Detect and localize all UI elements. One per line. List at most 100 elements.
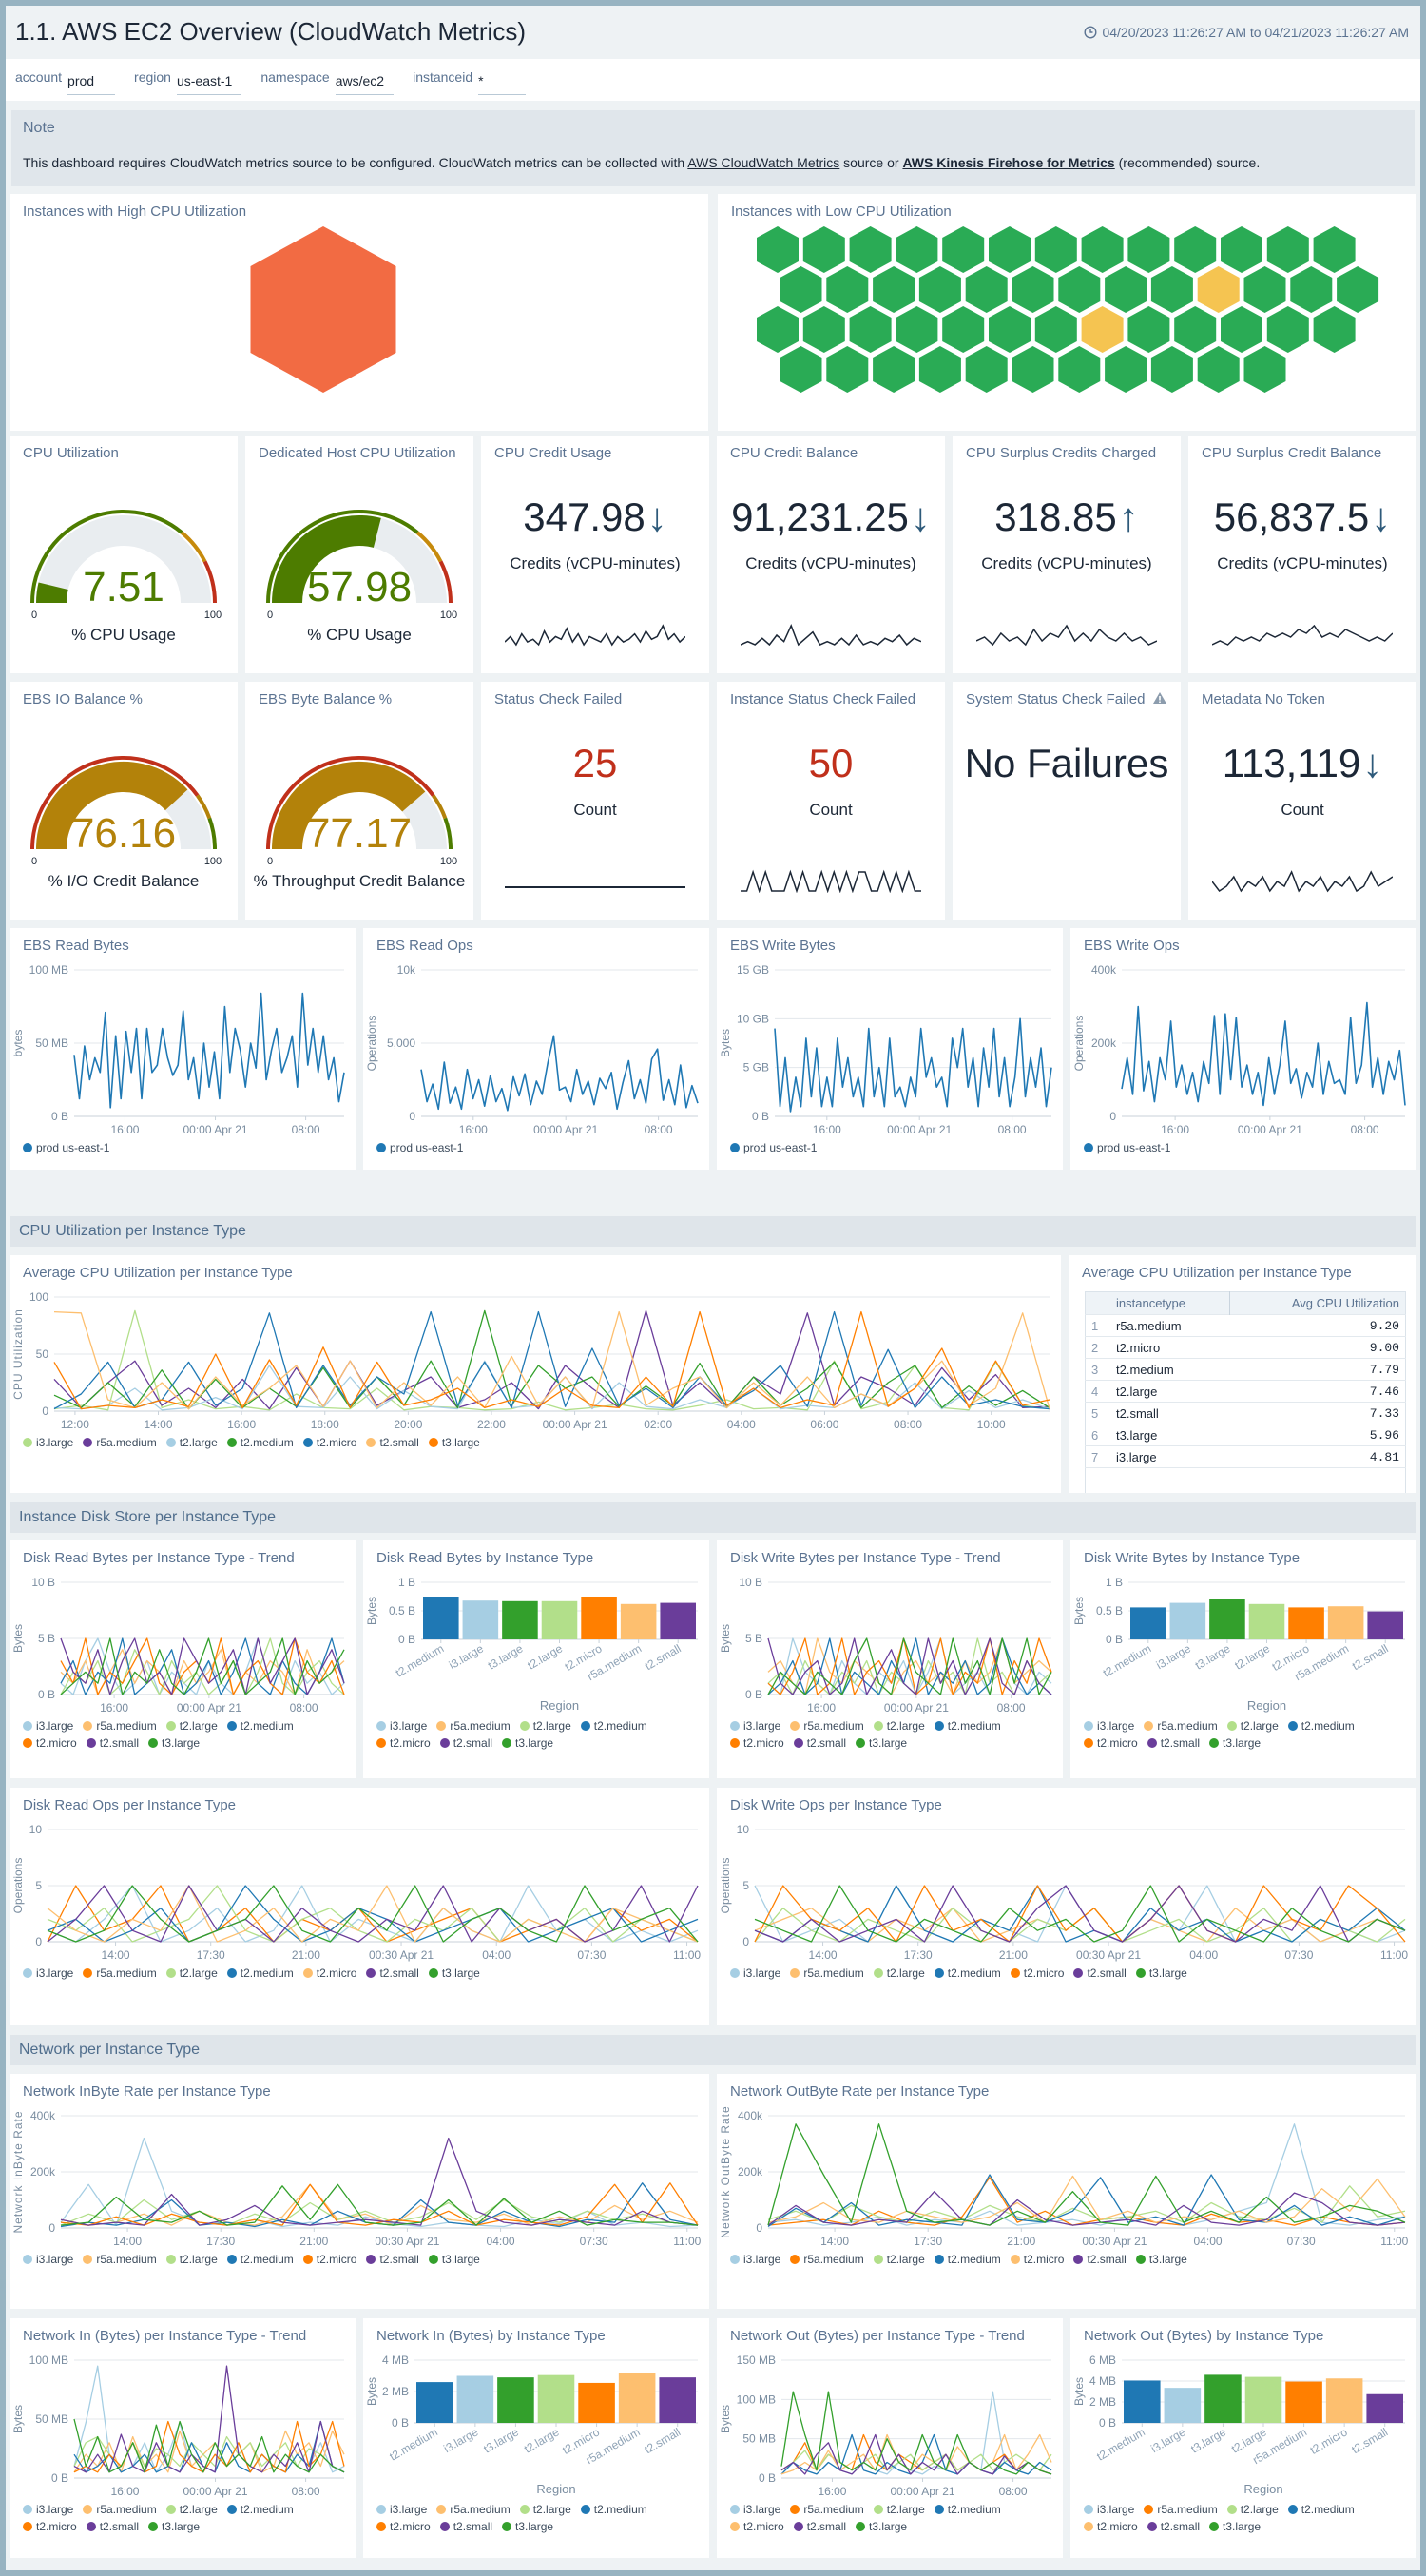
legend-item[interactable]: t3.large [428, 1436, 480, 1449]
legend-item[interactable]: t2.medium [580, 2503, 647, 2516]
honeycomb-cell-ok[interactable] [802, 306, 845, 353]
honeycomb-cell-ok[interactable] [1221, 226, 1262, 273]
legend-item[interactable]: i3.large [376, 1719, 427, 1733]
bar-t2-micro[interactable] [578, 2382, 615, 2423]
warning-icon[interactable] [1152, 691, 1167, 705]
series-line-t3-large[interactable] [767, 1637, 1052, 1695]
bar-r5a-medium[interactable] [618, 2373, 656, 2423]
honeycomb-cell-ok[interactable] [1034, 226, 1077, 273]
legend-item[interactable]: t2.micro [1084, 2520, 1138, 2533]
series-line-t2-micro[interactable] [767, 1637, 1052, 1695]
legend-item[interactable]: t2.large [873, 2253, 925, 2266]
legend-item[interactable]: prod us-east-1 [23, 1141, 109, 1154]
legend-item[interactable]: t2.large [873, 1719, 925, 1733]
legend-item[interactable]: t2.large [165, 1436, 218, 1449]
honeycomb-cell-ok[interactable] [1337, 266, 1379, 313]
series-line-t2-large[interactable] [767, 2185, 1406, 2223]
legend-item[interactable]: i3.large [1084, 1719, 1134, 1733]
legend-item[interactable]: r5a.medium [83, 1436, 157, 1449]
time-range-picker[interactable]: 04/20/2023 11:26:27 AM to 04/21/2023 11:… [1084, 25, 1409, 40]
legend-item[interactable]: r5a.medium [83, 2253, 157, 2266]
bar-r5a-medium[interactable] [1285, 2381, 1322, 2423]
legend-item[interactable]: t2.small [1073, 1966, 1127, 1980]
legend-item[interactable]: t2.small [1147, 2520, 1200, 2533]
legend-item[interactable]: t2.small [366, 1436, 419, 1449]
series-line-t2-small[interactable] [767, 1637, 1052, 1695]
filter-value-input[interactable]: us-east-1 [176, 73, 242, 95]
legend-item[interactable]: t3.large [148, 1736, 200, 1750]
honeycomb-cell-ok[interactable] [1221, 306, 1262, 353]
honeycomb-cell-ok[interactable] [896, 226, 938, 273]
honeycomb-cell-ok[interactable] [780, 266, 822, 313]
honeycomb-cell-ok[interactable] [873, 266, 915, 313]
series-line-t2-micro[interactable] [754, 1885, 1406, 1943]
honeycomb-cell-ok[interactable] [918, 346, 961, 393]
honeycomb-cell-ok[interactable] [942, 306, 985, 353]
bar-t3-large[interactable] [1204, 2374, 1242, 2423]
legend-item[interactable]: prod us-east-1 [730, 1141, 817, 1154]
honeycomb-cell-ok[interactable] [1197, 346, 1240, 393]
honeycomb-cell-ok[interactable] [965, 266, 1008, 313]
legend-item[interactable]: t2.micro [1010, 2253, 1064, 2266]
series-line-t2-small[interactable] [60, 1637, 345, 1695]
legend-item[interactable]: t2.medium [1287, 2503, 1355, 2516]
legend-item[interactable]: i3.large [23, 2503, 73, 2516]
bar-t2-large[interactable] [1244, 2376, 1282, 2423]
series-line-t3-large[interactable] [53, 1310, 1050, 1410]
legend-item[interactable]: t3.large [1135, 1966, 1187, 1980]
honeycomb-cell-ok[interactable] [1127, 226, 1170, 273]
bar-t2-large[interactable] [1248, 1603, 1285, 1639]
legend-item[interactable]: r5a.medium [436, 2503, 511, 2516]
honeycomb-cell-ok[interactable] [1127, 306, 1170, 353]
honeycomb-cell-ok[interactable] [965, 346, 1008, 393]
honeycomb-cell-ok[interactable] [757, 306, 799, 353]
honeycomb-cell-ok[interactable] [989, 306, 1031, 353]
legend-item[interactable]: r5a.medium [1144, 2503, 1218, 2516]
legend-item[interactable]: t3.large [428, 2253, 480, 2266]
bar-t2-small[interactable] [1366, 2393, 1403, 2423]
bar-t3-large[interactable] [497, 2377, 534, 2423]
legend-item[interactable]: t2.small [439, 1736, 492, 1750]
legend-item[interactable]: r5a.medium [790, 1966, 864, 1980]
honeycomb-cell-ok[interactable] [896, 306, 938, 353]
bar-t3-large[interactable] [1209, 1599, 1245, 1639]
legend-item[interactable]: prod us-east-1 [376, 1141, 463, 1154]
table-row[interactable]: 2 t2.micro 9.00 [1085, 1336, 1406, 1359]
honeycomb-cell-ok[interactable] [849, 226, 892, 273]
series-line-t2-small[interactable] [754, 1885, 1406, 1943]
honeycomb-cell-ok[interactable] [1058, 266, 1101, 313]
bar-t2-micro[interactable] [1325, 2378, 1363, 2423]
series-line-prod-us-east-1[interactable] [1121, 1001, 1406, 1107]
bar-t2-medium[interactable] [416, 2382, 453, 2423]
bar-t2-medium[interactable] [423, 1597, 459, 1639]
legend-item[interactable]: t2.micro [302, 2253, 356, 2266]
legend-item[interactable]: i3.large [23, 1719, 73, 1733]
legend-item[interactable]: t2.micro [302, 1966, 356, 1980]
series-line-t2-micro[interactable] [60, 2182, 699, 2226]
legend-item[interactable]: t2.medium [580, 1719, 647, 1733]
legend-item[interactable]: t3.large [1209, 1736, 1261, 1750]
honeycomb-cell-ok[interactable] [1150, 346, 1193, 393]
honeycomb-cell-ok[interactable] [918, 266, 961, 313]
series-line-t2-large[interactable] [47, 1885, 699, 1943]
series-line-t3-large[interactable] [767, 2123, 1406, 2226]
legend-item[interactable]: t3.large [502, 1736, 553, 1750]
bar-r5a-medium[interactable] [620, 1603, 657, 1639]
honeycomb-cell-ok[interactable] [1266, 306, 1309, 353]
legend-item[interactable]: t2.micro [376, 2520, 431, 2533]
honeycomb-cell-ok[interactable] [989, 226, 1031, 273]
honeycomb-cell-ok[interactable] [802, 226, 845, 273]
legend-item[interactable]: t2.micro [376, 1736, 431, 1750]
legend-item[interactable]: t3.large [1135, 2253, 1187, 2266]
legend-item[interactable]: r5a.medium [436, 1719, 511, 1733]
aws-kinesis-firehose-link[interactable]: AWS Kinesis Firehose for Metrics [902, 155, 1115, 170]
legend-item[interactable]: i3.large [1084, 2503, 1134, 2516]
legend-item[interactable]: r5a.medium [790, 2253, 864, 2266]
legend-item[interactable]: t2.small [1147, 1736, 1200, 1750]
series-line-t2-medium[interactable] [754, 1885, 1406, 1943]
legend-item[interactable]: t2.medium [226, 2503, 294, 2516]
legend-item[interactable]: t2.large [1226, 1719, 1279, 1733]
series-line-t2-micro[interactable] [47, 1885, 699, 1943]
legend-item[interactable]: r5a.medium [1144, 1719, 1218, 1733]
honeycomb-cell-ok[interactable] [1243, 266, 1286, 313]
